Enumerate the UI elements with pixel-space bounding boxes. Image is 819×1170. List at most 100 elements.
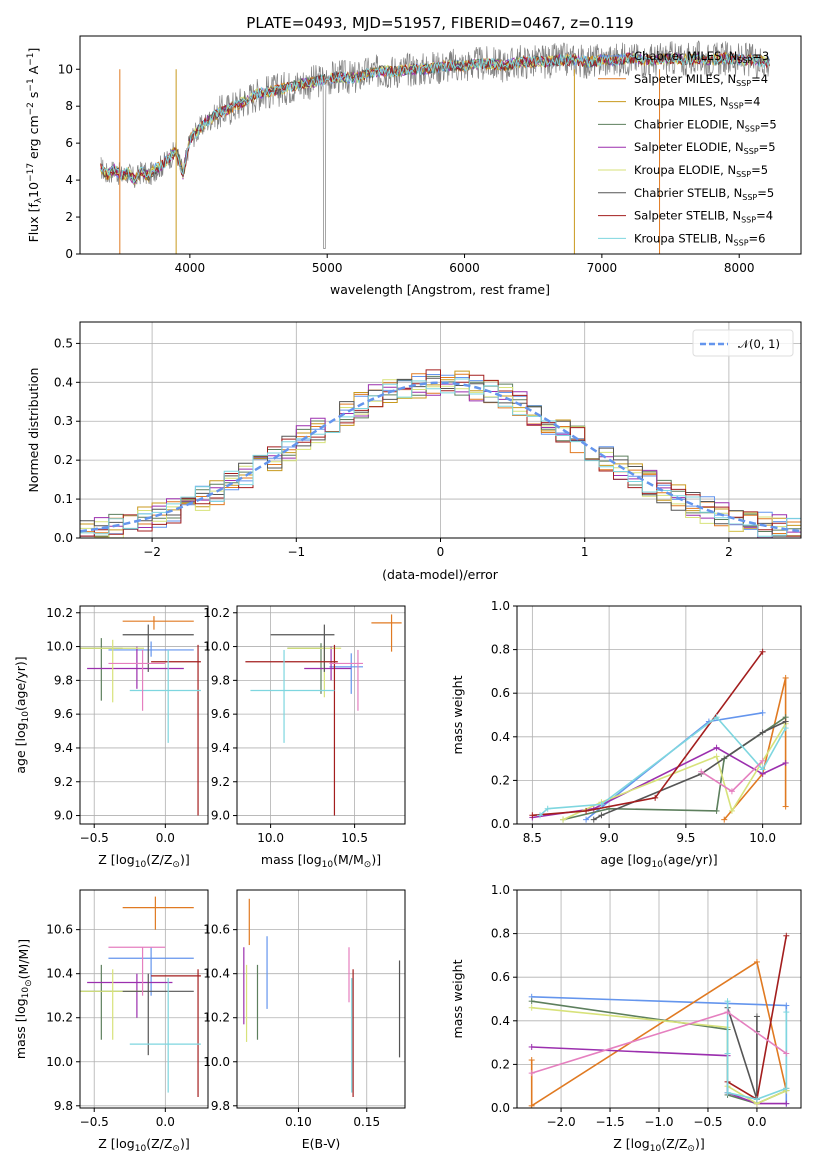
legend-label: Chabrier ELODIE, NSSP=5 bbox=[634, 117, 777, 133]
observed-spectrum bbox=[100, 40, 770, 249]
age_vs_Z-ylabel: age [log10(age/yr)] bbox=[13, 656, 31, 773]
spectrum-ticks: 4000 5000 6000 7000 8000 0 2 4 6 8 10 bbox=[58, 62, 755, 275]
x-tick-label: 9.0 bbox=[600, 831, 619, 845]
x-tick-label: 2 bbox=[725, 545, 733, 559]
x-tick-label: −2.0 bbox=[546, 1115, 575, 1129]
x-tick-label: −0.5 bbox=[80, 831, 109, 845]
y-tick-label: 0.0 bbox=[54, 531, 73, 545]
weight_vs_Z-ylabel: mass weight bbox=[450, 959, 465, 1038]
weight-line-7 bbox=[726, 1001, 788, 1101]
y-tick-label: 0.4 bbox=[54, 375, 73, 389]
x-tick-label: 10.0 bbox=[257, 831, 284, 845]
weight_vs_age-frame bbox=[516, 605, 802, 825]
y-tick-label: 10.4 bbox=[203, 967, 230, 981]
legend-label: Kroupa MILES, NSSP=4 bbox=[634, 95, 760, 111]
histogram-7 bbox=[80, 369, 801, 537]
weight_vs_Z-panel: −2.0 −1.5 −1.0 −0.5 0.0 0.0 0.2 0.4 0.6 0.8 1.0 Z [… bbox=[450, 883, 802, 1154]
legend-label: Kroupa ELODIE, NSSP=5 bbox=[634, 163, 768, 179]
x-tick-label: 10.0 bbox=[749, 831, 776, 845]
x-tick-label: 6000 bbox=[449, 261, 480, 275]
age_vs_mass-frame bbox=[236, 605, 406, 825]
y-tick-label: 0.1 bbox=[54, 492, 73, 506]
spectrum-xlabel: wavelength [Angstrom, rest frame] bbox=[330, 282, 550, 297]
y-tick-label: 0.4 bbox=[491, 730, 510, 744]
model-line-8 bbox=[100, 53, 770, 184]
weight_vs_Z-xlabel: Z [log10(Z/Z⊙)] bbox=[613, 1136, 704, 1154]
y-tick-label: 0.8 bbox=[491, 927, 510, 941]
y-tick-label: 9.6 bbox=[54, 707, 73, 721]
weight-line-7 bbox=[539, 716, 787, 816]
spectrum-ylabel: Flux [fλ10−17 erg cm−2 s−1 A−1] bbox=[26, 48, 44, 243]
y-tick-label: 10.2 bbox=[46, 1011, 73, 1025]
mass_vs_Z-plot-area bbox=[80, 890, 208, 1108]
x-tick-label: −0.5 bbox=[80, 1115, 109, 1129]
legend-label: Kroupa STELIB, NSSP=6 bbox=[634, 231, 765, 247]
mass_vs_EBV-plot-area bbox=[237, 890, 405, 1108]
y-tick-label: 1.0 bbox=[491, 599, 510, 613]
y-tick-label: 10.2 bbox=[203, 1011, 230, 1025]
residual-ylabel: Normed distribution bbox=[26, 368, 41, 493]
y-tick-label: 9.2 bbox=[54, 775, 73, 789]
y-tick-label: 9.2 bbox=[211, 775, 230, 789]
y-tick-label: 9.8 bbox=[211, 1099, 230, 1113]
y-tick-label: 10.4 bbox=[46, 967, 73, 981]
x-tick-label: 8.5 bbox=[523, 831, 542, 845]
y-tick-label: 0.2 bbox=[491, 773, 510, 787]
residual-xlabel: (data-model)/error bbox=[382, 567, 499, 582]
x-tick-label: 1 bbox=[581, 545, 589, 559]
mass_vs_EBV-panel: 0.10 0.15 9.8 10.0 10.2 10.4 10.6 E(B-V) bbox=[203, 889, 406, 1151]
weight-line-6 bbox=[532, 651, 764, 817]
legend-label: Salpeter MILES, NSSP=4 bbox=[634, 72, 768, 88]
residual-lines bbox=[80, 322, 801, 538]
mass_vs_Z-ylabel: mass [log10⊙(M/M)] bbox=[13, 939, 34, 1059]
y-tick-label: 4 bbox=[65, 173, 73, 187]
y-tick-label: 0.0 bbox=[491, 817, 510, 831]
y-tick-label: 9.8 bbox=[54, 1099, 73, 1113]
age_vs_Z-xlabel: Z [log10(Z/Z⊙)] bbox=[98, 852, 189, 870]
y-tick-label: 9.8 bbox=[211, 673, 230, 687]
x-tick-label: 7000 bbox=[587, 261, 618, 275]
y-tick-label: 10.6 bbox=[46, 923, 73, 937]
weight_vs_age-panel: 8.5 9.0 9.5 10.0 0.0 0.2 0.4 0.6 0.8 1.0 age [log1… bbox=[450, 599, 802, 870]
y-tick-label: 9.4 bbox=[211, 741, 230, 755]
y-tick-label: 10.2 bbox=[203, 606, 230, 620]
y-tick-label: 0.0 bbox=[491, 1101, 510, 1115]
weight-line-5 bbox=[726, 1007, 758, 1100]
x-tick-label: 4000 bbox=[175, 261, 206, 275]
legend-label: Chabrier MILES, NSSP=3 bbox=[634, 49, 769, 65]
legend-label: Salpeter ELODIE, NSSP=5 bbox=[634, 140, 776, 156]
mass_vs_Z-panel: −0.5 0.0 9.8 10.0 10.2 10.4 10.6 Z [log10(Z/Z⊙)… bbox=[13, 889, 209, 1154]
normal-curve bbox=[80, 381, 801, 533]
x-tick-label: 0.10 bbox=[285, 1115, 312, 1129]
x-tick-label: 10.5 bbox=[341, 831, 368, 845]
mass_vs_Z-frame bbox=[79, 889, 209, 1109]
x-tick-label: −1.0 bbox=[644, 1115, 673, 1129]
y-tick-label: 9.6 bbox=[211, 707, 230, 721]
y-tick-label: 9.8 bbox=[54, 673, 73, 687]
residual-legend: 𝒩(0, 1) bbox=[692, 329, 794, 357]
y-tick-label: 9.0 bbox=[211, 809, 230, 823]
x-tick-label: 8000 bbox=[724, 261, 755, 275]
parameter-panels: −0.5 0.0 9.0 9.2 9.4 9.6 9.8 10.0 10.2 Z [log10(Z… bbox=[13, 599, 802, 1154]
age_vs_Z-plot-area bbox=[80, 606, 208, 824]
x-tick-label: 9.5 bbox=[676, 831, 695, 845]
spectrum-panel: PLATE=0493, MJD=51957, FIBERID=0467, z=0… bbox=[26, 14, 802, 297]
y-tick-label: 0.2 bbox=[54, 453, 73, 467]
weight_vs_age-plot-area bbox=[517, 606, 801, 824]
weight_vs_Z-plot-area bbox=[517, 890, 801, 1108]
y-tick-label: 10.6 bbox=[203, 923, 230, 937]
y-tick-label: 9.4 bbox=[54, 741, 73, 755]
y-tick-label: 0.6 bbox=[491, 970, 510, 984]
age_vs_mass-panel: 10.0 10.5 9.0 9.2 9.4 9.6 9.8 10.0 10.2 mass [log… bbox=[203, 605, 406, 870]
weight_vs_age-ylabel: mass weight bbox=[450, 675, 465, 754]
age_vs_mass-plot-area bbox=[237, 606, 405, 824]
y-tick-label: 0.6 bbox=[491, 686, 510, 700]
y-tick-label: 10.2 bbox=[46, 606, 73, 620]
y-tick-label: 1.0 bbox=[491, 883, 510, 897]
x-tick-label: 0.15 bbox=[353, 1115, 380, 1129]
y-tick-label: 10 bbox=[58, 62, 73, 76]
x-tick-label: 0 bbox=[437, 545, 445, 559]
x-tick-label: 0.0 bbox=[747, 1115, 766, 1129]
mass_vs_EBV-frame bbox=[236, 889, 406, 1109]
